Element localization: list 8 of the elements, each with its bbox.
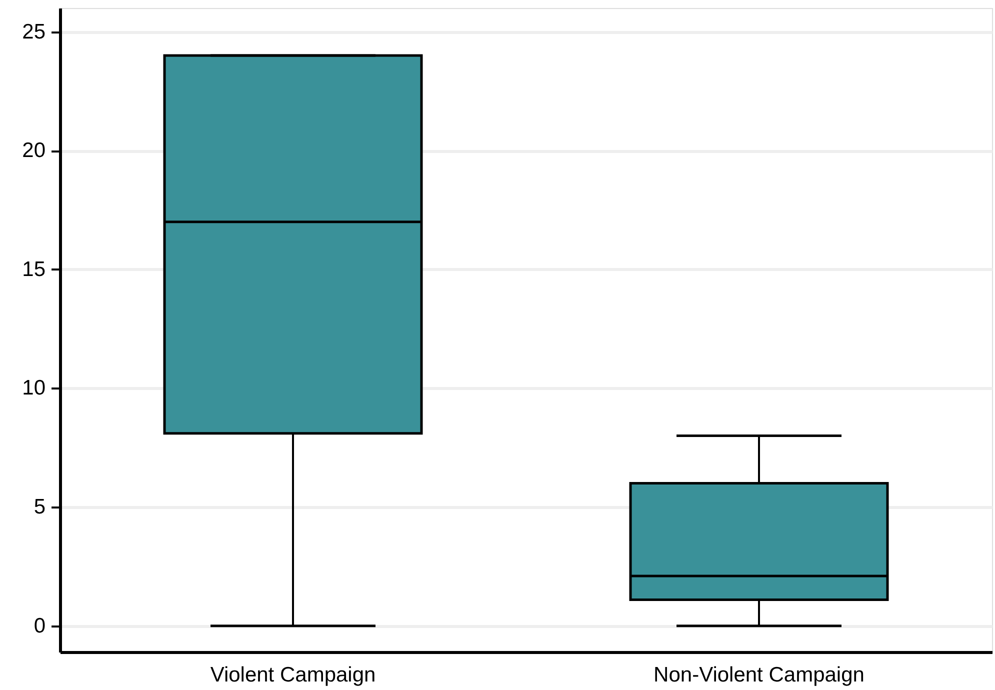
- y-tick-label: 10: [22, 376, 46, 400]
- x-tick-label: Violent Campaign: [210, 664, 376, 686]
- y-tick-label: 15: [22, 258, 46, 281]
- x-tick-label: Non-Violent Campaign: [654, 664, 864, 686]
- y-tick-label: 5: [34, 496, 46, 519]
- y-tick-label: 25: [22, 20, 46, 44]
- y-tick-label: 0: [34, 614, 46, 638]
- y-tick-label: 20: [22, 139, 46, 162]
